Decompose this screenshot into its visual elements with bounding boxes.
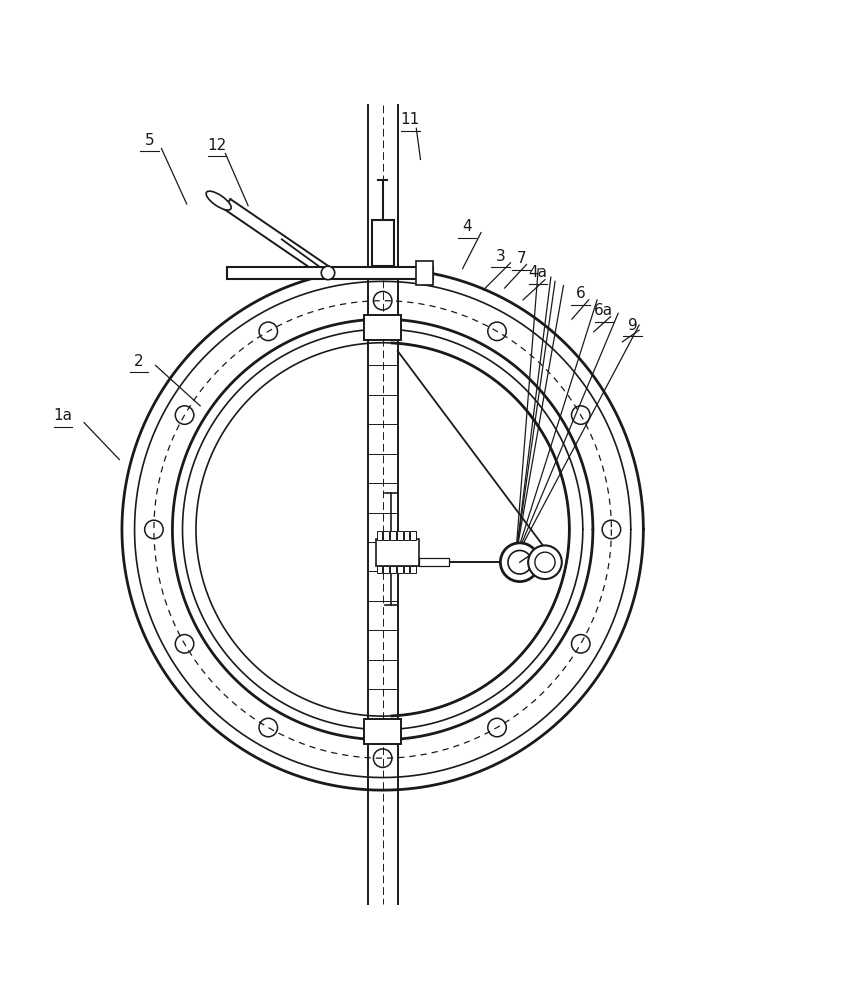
Bar xyxy=(372,220,394,266)
Text: 9: 9 xyxy=(627,318,637,333)
Bar xyxy=(227,267,433,279)
Bar xyxy=(410,566,416,573)
Bar xyxy=(410,531,416,540)
Bar xyxy=(377,566,383,573)
Ellipse shape xyxy=(206,191,231,210)
Bar xyxy=(397,531,403,540)
Bar xyxy=(397,566,403,573)
Bar xyxy=(383,531,389,540)
Circle shape xyxy=(528,545,562,579)
Text: 5: 5 xyxy=(145,133,155,148)
Bar xyxy=(364,315,401,340)
Bar xyxy=(377,531,383,540)
Circle shape xyxy=(500,543,539,582)
Text: 11: 11 xyxy=(401,112,420,127)
Circle shape xyxy=(321,266,335,280)
Text: 4: 4 xyxy=(462,219,472,234)
Bar xyxy=(390,566,396,573)
Text: 7: 7 xyxy=(516,251,526,266)
Bar xyxy=(376,539,420,566)
Bar xyxy=(390,531,396,540)
Bar xyxy=(383,566,389,573)
Text: 4a: 4a xyxy=(529,265,547,280)
Bar xyxy=(404,531,410,540)
Text: 6a: 6a xyxy=(595,303,613,318)
Bar xyxy=(364,719,401,744)
Text: 2: 2 xyxy=(134,354,144,369)
Text: 3: 3 xyxy=(495,249,505,264)
Bar xyxy=(416,261,433,285)
Bar xyxy=(404,566,410,573)
Bar xyxy=(420,558,449,566)
Text: 12: 12 xyxy=(208,138,226,153)
Text: 1a: 1a xyxy=(54,408,72,423)
Text: 6: 6 xyxy=(575,286,585,301)
